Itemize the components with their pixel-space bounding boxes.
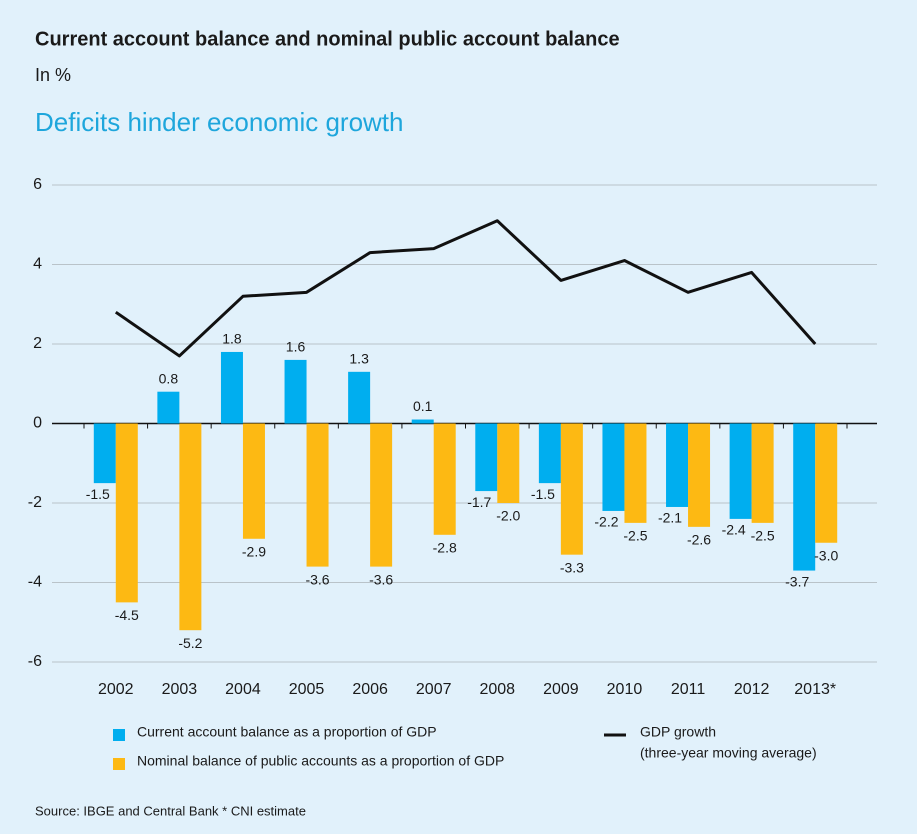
legend-swatch: [113, 758, 125, 770]
x-tick-label: 2013*: [794, 681, 836, 698]
value-label: -2.5: [623, 528, 647, 544]
value-label: -1.5: [86, 486, 110, 502]
x-tick-label: 2011: [671, 681, 706, 698]
bar: [157, 391, 180, 424]
bar: [242, 423, 265, 539]
value-label: -2.1: [658, 510, 682, 526]
bar: [538, 423, 561, 484]
value-label: 0.1: [413, 398, 433, 414]
value-label: -3.6: [305, 571, 329, 587]
y-tick-label: -2: [28, 494, 42, 511]
value-label: -5.2: [178, 635, 202, 651]
y-tick-label: -6: [28, 653, 42, 670]
y-tick-label: 4: [33, 256, 42, 273]
x-tick-label: 2003: [162, 681, 198, 698]
value-label: -2.9: [242, 543, 266, 559]
value-label: -2.0: [496, 508, 520, 524]
x-tick-label: 2009: [543, 681, 579, 698]
value-label: 1.8: [222, 331, 242, 347]
x-tick-label: 2012: [734, 681, 770, 698]
bar: [560, 423, 583, 555]
bar: [348, 371, 371, 424]
x-tick-label: 2002: [98, 681, 134, 698]
bar: [411, 419, 434, 424]
x-tick-label: 2005: [289, 681, 325, 698]
bar: [666, 423, 689, 507]
chart-title: Current account balance and nominal publ…: [35, 28, 620, 50]
legend-swatch: [113, 729, 125, 741]
bar: [284, 359, 307, 424]
value-label: 0.8: [159, 370, 179, 386]
value-label: -2.2: [594, 514, 618, 530]
legend-label: Nominal balance of public accounts as a …: [137, 753, 504, 769]
x-tick-label: 2008: [479, 681, 515, 698]
value-label: -2.6: [687, 532, 711, 548]
line-series: [114, 219, 817, 358]
bar: [751, 423, 774, 523]
value-label: -2.4: [722, 522, 746, 538]
x-tick-label: 2006: [352, 681, 388, 698]
legend-label: (three-year moving average): [640, 745, 817, 761]
bar: [433, 423, 456, 535]
bar: [93, 423, 116, 484]
bar: [688, 423, 711, 527]
bar: [370, 423, 393, 567]
legend-label: Current account balance as a proportion …: [137, 724, 437, 740]
y-tick-label: -4: [28, 574, 42, 591]
value-label: -3.6: [369, 571, 393, 587]
y-tick-label: 0: [33, 415, 42, 432]
x-tick-label: 2007: [416, 681, 452, 698]
value-label: -2.5: [751, 528, 775, 544]
source: Source: IBGE and Central Bank * CNI esti…: [35, 803, 306, 818]
bar: [793, 423, 816, 571]
bar: [115, 423, 138, 603]
value-label: -2.8: [433, 540, 457, 556]
bar: [624, 423, 647, 523]
bar: [497, 423, 520, 503]
value-label: 1.6: [286, 339, 306, 355]
value-label: -3.0: [814, 547, 838, 563]
value-label: -3.7: [785, 573, 809, 589]
chart-subtitle: In %: [35, 65, 71, 85]
bar: [602, 423, 625, 511]
bar: [729, 423, 752, 519]
bar: [220, 351, 243, 424]
value-label: -3.3: [560, 559, 584, 575]
y-tick-label: 2: [33, 335, 42, 352]
value-label: -4.5: [115, 607, 139, 623]
bar: [306, 423, 329, 567]
chart-headline: Deficits hinder economic growth: [35, 107, 404, 137]
legend-label: GDP growth: [640, 724, 716, 740]
value-label: -1.7: [467, 494, 491, 510]
value-label: -1.5: [531, 486, 555, 502]
bar: [179, 423, 202, 631]
value-label: 1.3: [349, 351, 369, 367]
bar: [475, 423, 498, 492]
bar: [815, 423, 838, 543]
x-tick-label: 2010: [607, 681, 643, 698]
y-tick-label: 6: [33, 176, 42, 193]
x-tick-label: 2004: [225, 681, 261, 698]
